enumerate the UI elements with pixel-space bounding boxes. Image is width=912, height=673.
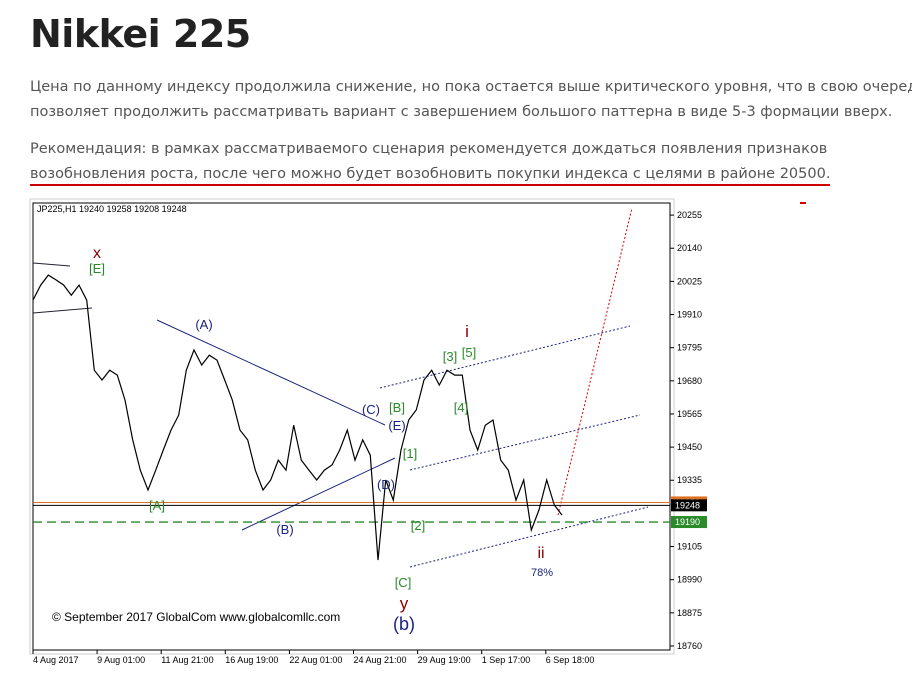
x-tick-label: 16 Aug 19:00	[225, 655, 278, 665]
copyright: © September 2017 GlobalCom www.globalcom…	[52, 610, 340, 624]
chart-border	[29, 198, 675, 655]
y-tick-label: 19680	[677, 376, 702, 386]
y-tick-label: 18760	[677, 641, 702, 651]
text-line: Цена по данному индексу продолжила сниже…	[30, 79, 912, 95]
wave-labels: x [E] (A) [A] (B) (C) [B] (E) (D) [1] [2…	[89, 245, 553, 634]
target-line	[557, 207, 633, 516]
price-box	[671, 516, 707, 529]
x-tick-label: 6 Sep 18:00	[546, 655, 595, 665]
text-line: возобновления роста, после чего можно бу…	[30, 166, 831, 186]
wave-label: (D)	[377, 477, 395, 492]
wave-label: [A]	[149, 498, 165, 513]
text-line: Рекомендация: в рамках рассматриваемого …	[30, 141, 828, 157]
y-tick-label: 19795	[677, 343, 702, 353]
y-tick-label: 19910	[677, 310, 702, 320]
wave-label: [3]	[443, 349, 457, 364]
channel-line	[409, 506, 649, 568]
wave-label: y	[400, 594, 409, 613]
x-tick-label: 22 Aug 01:00	[289, 655, 342, 665]
channel-line	[409, 414, 641, 471]
analysis-lines	[32, 207, 670, 568]
trend-line	[156, 319, 386, 426]
price-label: 19190	[675, 517, 700, 527]
price-line-series	[32, 274, 563, 561]
paragraph: Цена по данному индексу продолжила сниже…	[30, 75, 912, 125]
wave-label: [B]	[389, 400, 405, 415]
x-tick-label: 1 Sep 17:00	[482, 655, 531, 665]
wave-label: [E]	[89, 261, 105, 276]
y-tick-label: 18990	[677, 575, 702, 585]
wave-label: (B)	[276, 522, 293, 537]
price-label: 19248	[675, 500, 700, 510]
wave-label: (b)	[393, 614, 415, 634]
x-tick-label: 29 Aug 19:00	[418, 655, 471, 665]
wave-label: [2]	[411, 518, 425, 533]
wave-label: i	[465, 322, 469, 341]
wave-label: [1]	[403, 446, 417, 461]
trend-line	[32, 262, 71, 267]
wave-label: (A)	[195, 317, 212, 332]
wave-label: [4]	[454, 400, 468, 415]
y-tick-label: 19105	[677, 542, 702, 552]
plot-frame	[32, 202, 671, 651]
y-tick-label: 20255	[677, 210, 702, 220]
title: Nikkei 225	[30, 12, 251, 56]
y-tick-label: 20140	[677, 243, 702, 253]
wave-label: 78%	[531, 567, 553, 579]
wave-label: (E)	[388, 418, 405, 433]
y-tick-label: 20025	[677, 276, 702, 286]
y-tick-label: 19450	[677, 442, 702, 452]
text-line: позволяет продолжить рассматривать вариа…	[30, 104, 893, 120]
wave-label: [C]	[395, 575, 412, 590]
y-tick-label: 19335	[677, 475, 702, 485]
wave-label: [5]	[462, 345, 476, 360]
wave-label: (C)	[362, 402, 380, 417]
price-box	[671, 499, 707, 512]
trend-line	[32, 307, 93, 314]
chart-info: JP225,H1 19240 19258 19208 19248	[37, 204, 187, 214]
x-tick-label: 9 Aug 01:00	[97, 655, 145, 665]
wave-label: x	[93, 245, 101, 262]
wave-label: ii	[537, 545, 544, 562]
trend-line	[241, 457, 396, 531]
y-tick-label: 19565	[677, 409, 702, 419]
x-tick-label: 11 Aug 21:00	[161, 655, 213, 665]
paragraph: Рекомендация: в рамках рассматриваемого …	[30, 137, 831, 187]
x-tick-label: 4 Aug 2017	[33, 655, 79, 665]
channel-line	[379, 325, 631, 389]
y-tick-label: 18875	[677, 608, 702, 618]
x-tick-label: 24 Aug 21:00	[354, 655, 407, 665]
